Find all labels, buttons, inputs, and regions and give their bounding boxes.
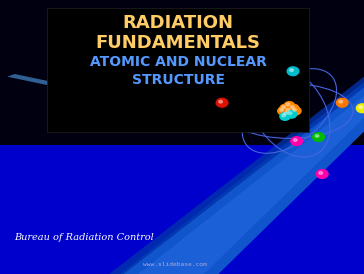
Circle shape	[286, 103, 290, 106]
Polygon shape	[138, 96, 364, 274]
Text: www.slidebase.com: www.slidebase.com	[143, 262, 207, 267]
Polygon shape	[7, 74, 80, 90]
Circle shape	[284, 112, 288, 115]
Circle shape	[290, 69, 293, 72]
Circle shape	[316, 170, 328, 178]
Circle shape	[219, 100, 222, 103]
Circle shape	[293, 139, 297, 141]
Polygon shape	[109, 77, 364, 274]
Circle shape	[336, 98, 348, 107]
Text: RADIATION: RADIATION	[123, 14, 234, 32]
Circle shape	[289, 104, 299, 112]
Bar	[0, 0, 364, 145]
Circle shape	[286, 110, 297, 118]
Circle shape	[216, 98, 228, 107]
Text: ATOMIC AND NUCLEAR: ATOMIC AND NUCLEAR	[90, 55, 267, 69]
Circle shape	[287, 67, 299, 76]
Circle shape	[313, 133, 324, 141]
Circle shape	[282, 106, 285, 109]
Circle shape	[288, 112, 292, 115]
Circle shape	[315, 135, 319, 137]
Circle shape	[291, 107, 301, 115]
Circle shape	[280, 113, 290, 120]
Bar	[0, 0, 364, 137]
Circle shape	[284, 107, 294, 115]
Circle shape	[282, 114, 285, 117]
Bar	[0, 137, 364, 274]
Circle shape	[278, 107, 288, 115]
Circle shape	[284, 102, 294, 109]
Circle shape	[359, 106, 363, 109]
Circle shape	[280, 109, 283, 111]
Circle shape	[291, 137, 302, 145]
Circle shape	[356, 104, 364, 113]
Circle shape	[319, 172, 323, 174]
Circle shape	[282, 110, 292, 118]
Circle shape	[286, 109, 290, 111]
Text: STRUCTURE: STRUCTURE	[132, 73, 225, 87]
Circle shape	[339, 100, 343, 103]
Circle shape	[290, 106, 294, 109]
Text: FUNDAMENTALS: FUNDAMENTALS	[96, 34, 261, 52]
Text: Bureau of Radiation Control: Bureau of Radiation Control	[15, 233, 154, 242]
Circle shape	[280, 104, 290, 112]
Polygon shape	[120, 82, 364, 274]
FancyBboxPatch shape	[47, 8, 309, 132]
Circle shape	[293, 109, 296, 111]
